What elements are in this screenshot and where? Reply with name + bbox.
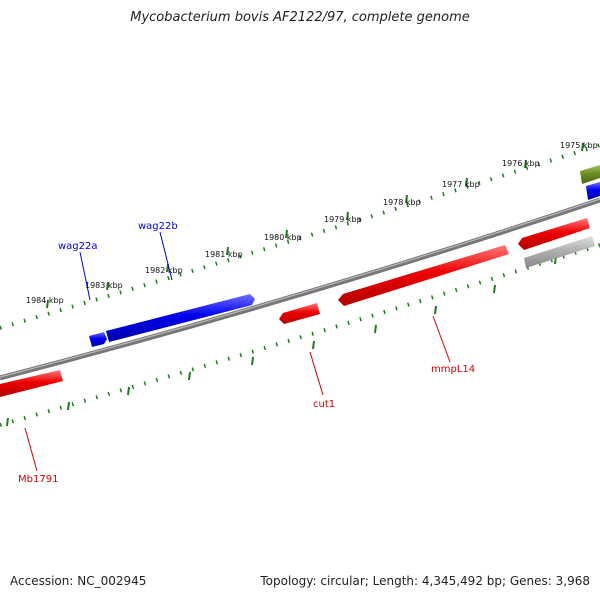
inner-tick-track-dots <box>0 243 600 427</box>
scale-label-1984: 1984 kbp <box>26 296 64 305</box>
gene-wag22a-arrow <box>89 332 107 347</box>
major-tick <box>374 324 377 334</box>
gene-label-mmpL14[interactable]: mmpL14 <box>431 364 475 375</box>
gene-wag22b-arrow <box>106 294 255 342</box>
major-tick <box>46 299 49 309</box>
inner-tick-track <box>0 243 600 427</box>
gene-label-cut1[interactable]: cut1 <box>313 399 335 410</box>
gene-wag22b[interactable] <box>106 294 255 342</box>
scale-label-1983: 1983 kbp <box>85 281 123 290</box>
major-tick <box>127 386 130 396</box>
major-tick <box>188 371 191 381</box>
gene-top-right-blue[interactable] <box>586 182 600 200</box>
gene-mmpL14-arrow <box>338 245 509 306</box>
genome-backbone-highlight <box>0 198 600 378</box>
leader-line-mb1791 <box>24 427 38 472</box>
major-tick <box>106 281 109 291</box>
outer-tick-track-dots <box>0 143 600 330</box>
major-tick <box>405 194 408 204</box>
scale-label-1978: 1978 kbp <box>383 198 421 207</box>
major-tick <box>581 142 584 152</box>
gene-right-gray[interactable] <box>524 236 595 268</box>
gene-label-wag22a[interactable]: wag22a <box>58 241 98 252</box>
major-tick <box>67 401 70 411</box>
leader-line-cut1 <box>309 351 324 396</box>
major-tick <box>251 356 254 366</box>
genome-backbone <box>0 197 600 381</box>
major-tick <box>285 229 288 239</box>
scale-label-1981: 1981 kbp <box>205 250 243 259</box>
gene-top-right-olive[interactable] <box>580 165 600 184</box>
gene-label-mb1791[interactable]: Mb1791 <box>18 474 58 485</box>
gene-cut1[interactable] <box>279 303 320 324</box>
scale-label-1982: 1982 kbp <box>145 266 183 275</box>
major-tick <box>493 284 496 294</box>
major-tick <box>312 340 315 350</box>
major-tick <box>465 177 468 187</box>
scale-label-1977: 1977 kbp <box>442 180 480 189</box>
leader-line-wag22a <box>79 251 91 301</box>
gene-cut1-arrow <box>279 303 320 324</box>
gene-mmpL14[interactable] <box>338 245 509 306</box>
map-title: Mycobacterium bovis AF2122/97, complete … <box>130 10 470 25</box>
gene-right-red[interactable] <box>518 218 590 250</box>
gene-right-gray-arrow <box>524 236 595 268</box>
outer-tick-track <box>0 142 600 330</box>
leader-line-wag22b <box>159 231 173 281</box>
major-tick <box>434 305 437 315</box>
scale-labels: 1975 kbp 1976 kbp 1977 kbp 1978 kbp 1979… <box>26 141 598 305</box>
scale-label-1979: 1979 kbp <box>324 215 362 224</box>
major-tick <box>346 211 349 221</box>
gene-wag22a[interactable] <box>89 332 107 347</box>
scale-label-1980: 1980 kbp <box>264 233 302 242</box>
gene-right-red-arrow <box>518 218 590 250</box>
gene-top-right-blue-arrow <box>586 182 600 200</box>
major-tick <box>226 246 229 256</box>
genome-stats-text: Topology: circular; Length: 4,345,492 bp… <box>260 574 590 588</box>
gene-top-right-olive-arrow <box>580 165 600 184</box>
major-tick <box>6 417 9 427</box>
scale-label-1975: 1975 kbp <box>560 141 598 150</box>
gene-mb1791-arrow <box>0 370 63 397</box>
leader-line-mmpL14 <box>432 315 451 363</box>
scale-label-1976: 1976 kbp <box>502 159 540 168</box>
accession-text: Accession: NC_002945 <box>10 574 147 588</box>
major-tick <box>524 159 527 169</box>
gene-mb1791[interactable] <box>0 370 63 397</box>
gene-label-wag22b[interactable]: wag22b <box>138 221 178 232</box>
